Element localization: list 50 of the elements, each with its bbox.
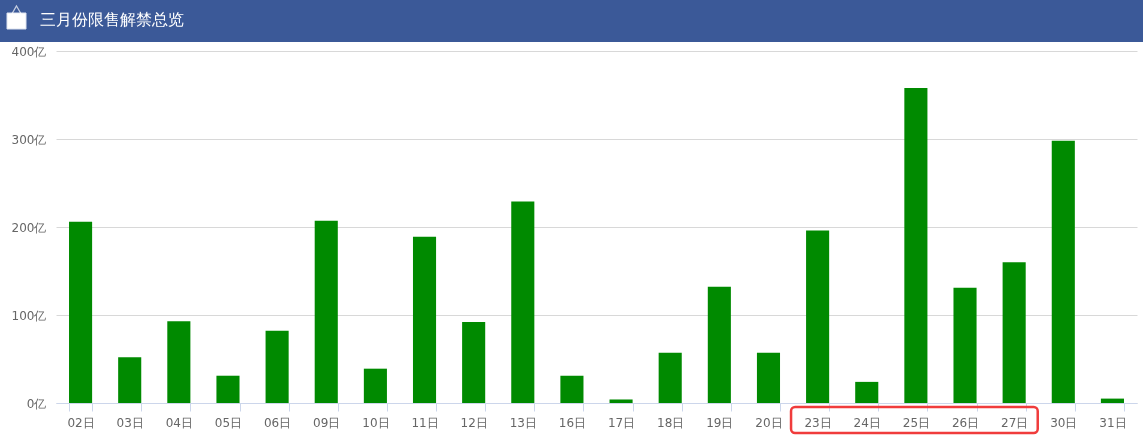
bar	[756, 352, 781, 403]
y-tick-label: 400亿	[11, 44, 47, 59]
y-tick-label: 0亿	[26, 396, 47, 411]
bar	[412, 236, 437, 403]
bar	[363, 368, 387, 403]
y-tick-label: 300亿	[11, 132, 47, 147]
bar	[953, 287, 977, 403]
bar	[560, 375, 584, 403]
x-tick-label: 11日	[411, 415, 439, 430]
x-tick-label: 03日	[116, 415, 144, 430]
x-tick-label: 20日	[755, 415, 783, 430]
bar	[1051, 140, 1075, 403]
x-tick-label: 26日	[951, 415, 980, 430]
x-tick-label: 06日	[263, 415, 292, 430]
bar	[265, 330, 289, 403]
bar	[609, 399, 633, 403]
x-tick-label: 30日	[1050, 415, 1078, 430]
x-tick-label: 05日	[214, 415, 243, 430]
x-tick-label: 04日	[165, 415, 193, 430]
y-tick-label: 200亿	[11, 220, 47, 235]
bar	[1100, 398, 1124, 403]
x-tick-label: 31日	[1099, 415, 1127, 430]
bar	[904, 87, 928, 403]
x-tick-label: 09日	[313, 415, 341, 430]
bar	[707, 286, 731, 403]
x-tick-label: 27日	[1001, 415, 1029, 430]
bar	[658, 352, 682, 403]
bar	[118, 357, 142, 403]
x-tick-label: 10日	[362, 415, 390, 430]
bar	[167, 321, 191, 403]
x-tick-label: 12日	[460, 415, 488, 430]
x-tick-label: 25日	[902, 415, 931, 430]
bar	[1002, 262, 1026, 403]
x-tick-label: 17日	[607, 415, 636, 430]
bar	[69, 221, 93, 403]
x-tick-label: 16日	[558, 415, 587, 430]
bar	[314, 220, 338, 403]
x-tick-label: 24日	[853, 415, 881, 430]
bar	[462, 322, 486, 403]
x-tick-label: 19日	[706, 415, 734, 430]
x-tick-label: 18日	[657, 415, 685, 430]
bar	[806, 230, 830, 403]
x-tick-label: 23日	[804, 415, 832, 430]
bar	[511, 201, 535, 403]
bar	[855, 381, 879, 403]
chart-title: 三月份限售解禁总览	[40, 10, 184, 29]
y-tick-label: 100亿	[11, 308, 47, 323]
x-tick-label: 02日	[67, 415, 95, 430]
bar	[216, 375, 240, 403]
x-tick-label: 13日	[509, 415, 537, 430]
